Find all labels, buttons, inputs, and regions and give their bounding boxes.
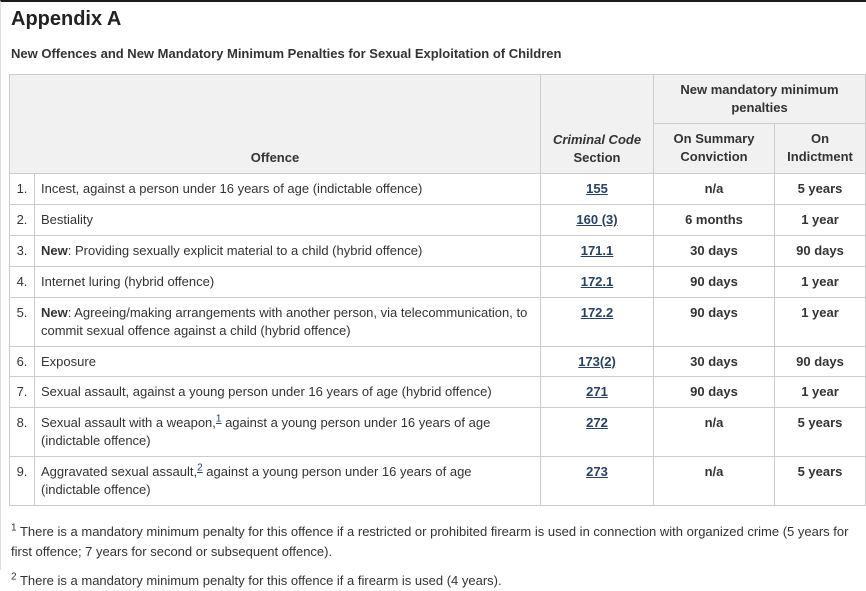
footnote-2-text: There is a mandatory minimum penalty for… xyxy=(19,573,502,589)
summary-value: 90 days xyxy=(653,296,775,347)
footnotes-section: 1 There is a mandatory minimum penalty f… xyxy=(11,522,863,591)
section-cell: 171.1 xyxy=(540,234,654,267)
offence-cell: New: Providing sexually explicit materia… xyxy=(34,234,541,267)
offence-text-cont: against a young person under 16 years of… xyxy=(41,415,491,449)
section-cell: 172.2 xyxy=(540,296,654,347)
new-label: New xyxy=(41,242,68,258)
section-link[interactable]: 273 xyxy=(586,464,608,480)
offence-cell: Aggravated sexual assault,2 against a yo… xyxy=(34,456,541,507)
table-row: 8. Sexual assault with a weapon,1 agains… xyxy=(9,407,866,458)
indictment-value: 1 year xyxy=(773,203,866,236)
footnote-ref: 2 xyxy=(197,463,203,474)
table-row: 9. Aggravated sexual assault,2 against a… xyxy=(9,456,866,507)
section-link[interactable]: 173(2) xyxy=(578,353,616,369)
page-title: Appendix A xyxy=(11,8,122,30)
section-label: Section xyxy=(573,149,621,165)
footnote-1: 1 There is a mandatory minimum penalty f… xyxy=(11,522,863,561)
section-cell: 273 xyxy=(540,456,654,507)
row-number: 9. xyxy=(9,456,35,507)
offence-text: Bestiality xyxy=(41,211,94,227)
table-row: 6. Exposure 173(2) 30 days 90 days xyxy=(9,345,866,378)
table-row: 3. New: Providing sexually explicit mate… xyxy=(9,234,866,267)
offence-cell: Bestiality xyxy=(34,203,541,236)
offence-text: Internet luring (hybrid offence) xyxy=(41,273,215,289)
row-number: 8. xyxy=(9,407,35,458)
summary-value: 6 months xyxy=(653,203,775,236)
offence-cell: Exposure xyxy=(34,345,541,378)
indictment-value: 5 years xyxy=(773,172,866,205)
footnote-ref-link[interactable]: 1 xyxy=(215,414,222,426)
summary-value: 30 days xyxy=(653,345,775,378)
section-cell: 272 xyxy=(540,407,654,458)
offence-text-cont: against a young person under 16 years of… xyxy=(41,464,472,498)
indictment-value: 5 years xyxy=(773,407,866,458)
footnote-1-text: There is a mandatory minimum penalty for… xyxy=(11,524,849,559)
offence-text: Sexual assault with a weapon, xyxy=(41,415,216,431)
footnote-2: 2 There is a mandatory minimum penalty f… xyxy=(11,571,863,591)
section-link[interactable]: 271 xyxy=(586,384,608,400)
offence-text: Incest, against a person under 16 years … xyxy=(41,180,423,196)
summary-conviction-header: On Summary Conviction xyxy=(653,122,775,174)
table-row: 1. Incest, against a person under 16 yea… xyxy=(9,172,866,205)
summary-value: n/a xyxy=(653,456,775,507)
summary-value: 30 days xyxy=(653,234,775,267)
penalties-group-header: New mandatory minimum penalties xyxy=(652,74,866,124)
summary-value: 90 days xyxy=(653,265,775,298)
criminal-code-label: Criminal Code xyxy=(552,132,642,147)
row-number: 4. xyxy=(9,265,35,298)
section-link[interactable]: 171.1 xyxy=(580,242,614,258)
offence-text: Aggravated sexual assault, xyxy=(41,464,198,480)
row-number: 2. xyxy=(9,203,35,236)
indictment-value: 1 year xyxy=(773,265,866,298)
offence-cell: Incest, against a person under 16 years … xyxy=(34,172,541,205)
new-label: New xyxy=(41,304,68,320)
summary-value: 90 days xyxy=(653,376,775,409)
section-cell: 271 xyxy=(540,376,654,409)
row-number: 5. xyxy=(9,296,35,347)
offence-text: Sexual assault, against a young person u… xyxy=(41,384,492,400)
summary-value: n/a xyxy=(653,407,775,458)
section-link[interactable]: 272 xyxy=(586,415,608,431)
criminal-code-section-header: Criminal Code Section xyxy=(540,74,654,174)
row-number: 6. xyxy=(9,345,35,378)
penalties-table: Offence Criminal Code Section New mandat… xyxy=(9,74,866,507)
offence-text: : Providing sexually explicit material t… xyxy=(67,242,423,258)
indictment-value: 90 days xyxy=(773,234,866,267)
page-subtitle: New Offences and New Mandatory Minimum P… xyxy=(11,46,562,61)
offence-column-header: Offence xyxy=(9,74,541,174)
section-cell: 160 (3) xyxy=(540,203,654,236)
footnote-ref-link[interactable]: 2 xyxy=(197,462,203,474)
section-link[interactable]: 172.2 xyxy=(580,304,614,320)
footnote-ref: 1 xyxy=(216,414,222,425)
indictment-header: On Indictment xyxy=(773,122,866,174)
section-link[interactable]: 155 xyxy=(586,180,608,196)
indictment-value: 5 years xyxy=(773,456,866,507)
summary-value: n/a xyxy=(653,172,775,205)
row-number: 7. xyxy=(9,376,35,409)
offence-cell: Sexual assault, against a young person u… xyxy=(34,376,541,409)
offence-cell: Internet luring (hybrid offence) xyxy=(34,265,541,298)
offence-text: Exposure xyxy=(41,353,96,369)
section-link[interactable]: 160 (3) xyxy=(576,211,618,227)
row-number: 3. xyxy=(9,234,35,267)
row-number: 1. xyxy=(9,172,35,205)
table-row: 7. Sexual assault, against a young perso… xyxy=(9,376,866,409)
table-row: 5. New: Agreeing/making arrangements wit… xyxy=(9,296,866,347)
indictment-value: 90 days xyxy=(773,345,866,378)
table-header: Offence Criminal Code Section New mandat… xyxy=(9,74,866,174)
offence-text: : Agreeing/making arrangements with anot… xyxy=(41,304,528,338)
indictment-value: 1 year xyxy=(773,376,866,409)
table-row: 2. Bestiality 160 (3) 6 months 1 year xyxy=(9,203,866,236)
footnote-2-marker: 2 xyxy=(11,571,17,583)
offence-cell: New: Agreeing/making arrangements with a… xyxy=(34,296,541,347)
section-cell: 155 xyxy=(540,172,654,205)
section-cell: 172.1 xyxy=(540,265,654,298)
section-link[interactable]: 172.1 xyxy=(580,273,614,289)
section-cell: 173(2) xyxy=(540,345,654,378)
table-row: 4. Internet luring (hybrid offence) 172.… xyxy=(9,265,866,298)
indictment-value: 1 year xyxy=(773,296,866,347)
footnote-1-marker: 1 xyxy=(11,522,17,534)
offence-cell: Sexual assault with a weapon,1 against a… xyxy=(34,407,541,458)
